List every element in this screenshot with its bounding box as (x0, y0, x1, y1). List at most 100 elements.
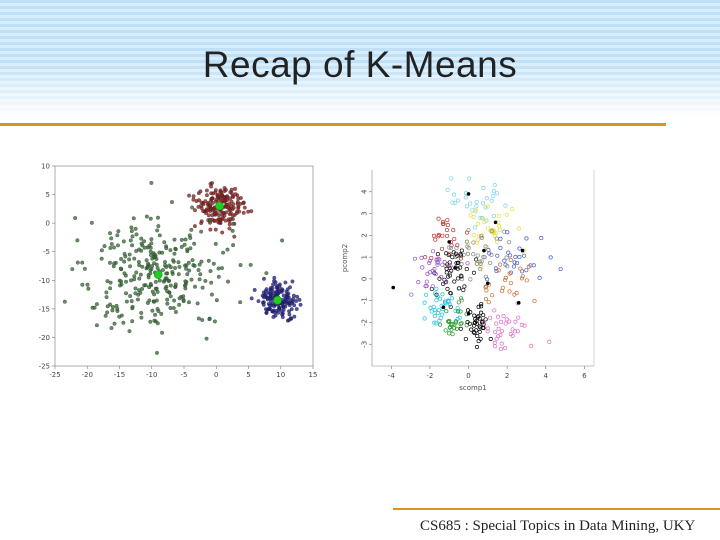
cluster-1-point (73, 216, 78, 220)
cluster-1-point (123, 254, 128, 259)
cluster-3-point (459, 262, 464, 267)
x-tick-label: 2 (505, 372, 509, 380)
cluster-1-point (149, 241, 154, 246)
cluster-11-point (499, 341, 504, 346)
cluster-1-point (172, 237, 177, 242)
cluster-7-point (514, 290, 519, 295)
x-tick-label: 5 (246, 371, 250, 379)
cluster-3-point (475, 253, 480, 258)
cluster-0-point (217, 195, 222, 199)
cluster-10-point (478, 336, 483, 341)
cluster-2-point (271, 315, 276, 319)
cluster-1-point (168, 283, 173, 288)
cluster-1-point (90, 305, 95, 310)
cluster-1-point (220, 266, 224, 271)
cluster-1-point (189, 227, 194, 232)
cluster-1-point (108, 246, 113, 250)
cluster-11-point (501, 314, 506, 319)
cluster-7-point (526, 264, 531, 269)
cluster-1-point (162, 260, 167, 265)
cluster-10-point (472, 330, 477, 336)
cluster-2-point (277, 282, 282, 287)
cluster-1-point (238, 263, 243, 267)
cluster-4-point (454, 261, 459, 266)
cluster-7-point (507, 289, 512, 294)
cluster-2-point (288, 298, 293, 303)
centroid-10 (391, 285, 396, 290)
cluster-0-point (222, 213, 227, 218)
x-tick-label: 4 (544, 372, 549, 380)
cluster-0-point (204, 188, 209, 193)
cluster-5-point (424, 279, 429, 284)
x-axis-label: scomp1 (459, 384, 487, 392)
cluster-1-point (184, 263, 189, 268)
cluster-1-point (138, 272, 143, 277)
cluster-2-point (433, 237, 438, 242)
cluster-1-point (137, 276, 142, 281)
cluster-9-point (447, 331, 452, 336)
cluster-0-point (227, 226, 232, 231)
cluster-8-point (434, 298, 439, 303)
cluster-1-point (148, 216, 153, 221)
cluster-2-point (297, 297, 302, 302)
cluster-1-point (203, 278, 208, 283)
cluster-1-point (86, 286, 91, 291)
cluster-1-point (165, 297, 170, 302)
cluster-1-point (193, 284, 197, 289)
cluster-6-point (531, 263, 536, 268)
cluster-1-point (145, 300, 150, 305)
cluster-0-point (463, 195, 468, 200)
cluster-5-point (425, 271, 430, 276)
y-axis-label: pcomp2 (341, 244, 349, 272)
cluster-2-point (445, 218, 450, 223)
cluster-1-point (128, 264, 133, 269)
cluster-2-point (264, 310, 269, 315)
cluster-0-point (227, 212, 232, 217)
centroid-6 (486, 281, 490, 286)
cluster-6-point (487, 251, 492, 256)
cluster-3-point (502, 229, 507, 234)
cluster-8-point (433, 291, 438, 296)
cluster-1-point (94, 302, 99, 307)
cluster-11-point (494, 336, 499, 341)
cluster-9-point (454, 326, 459, 331)
cluster-1-point (104, 290, 109, 295)
cluster-11-point (485, 329, 490, 334)
cluster-11-point (499, 328, 504, 334)
cluster-1-point (149, 237, 154, 242)
cluster-1-point (163, 286, 168, 291)
cluster-7-point (518, 266, 523, 271)
x-tick-label: -4 (388, 372, 396, 380)
cluster-6-point (503, 262, 508, 267)
cluster-2-point (283, 280, 288, 285)
cluster-0-point (196, 204, 201, 209)
cluster-4-point (447, 260, 452, 265)
cluster-11-point (519, 322, 524, 327)
cluster-11-point (492, 308, 497, 313)
cluster-1-point (121, 320, 126, 325)
y-tick-label: 3 (361, 211, 369, 215)
cluster-1-point (187, 300, 191, 305)
cluster-11-point (493, 330, 498, 335)
cluster-1-point (103, 313, 108, 318)
cluster-1-point (115, 233, 120, 238)
cluster-0-point (205, 202, 210, 206)
cluster-9-point (443, 328, 448, 333)
cluster-6-point (494, 268, 499, 274)
cluster-1-point (142, 245, 147, 250)
cluster-6-point (524, 236, 529, 241)
cluster-5-point (465, 261, 470, 266)
cluster-3-point (466, 245, 471, 251)
cluster-0-point (491, 189, 496, 194)
cluster-1-point (177, 296, 182, 301)
cluster-2-point (264, 287, 269, 292)
cluster-1-point (190, 258, 195, 263)
cluster-11-point (494, 321, 499, 326)
cluster-1-point (208, 269, 213, 273)
cluster-1-point (127, 329, 132, 334)
x-tick-label: -5 (181, 371, 188, 379)
cluster-0-point (225, 205, 230, 210)
cluster-0-point (492, 182, 497, 188)
cluster-10-point (483, 317, 488, 322)
cluster-4-point (459, 248, 464, 253)
